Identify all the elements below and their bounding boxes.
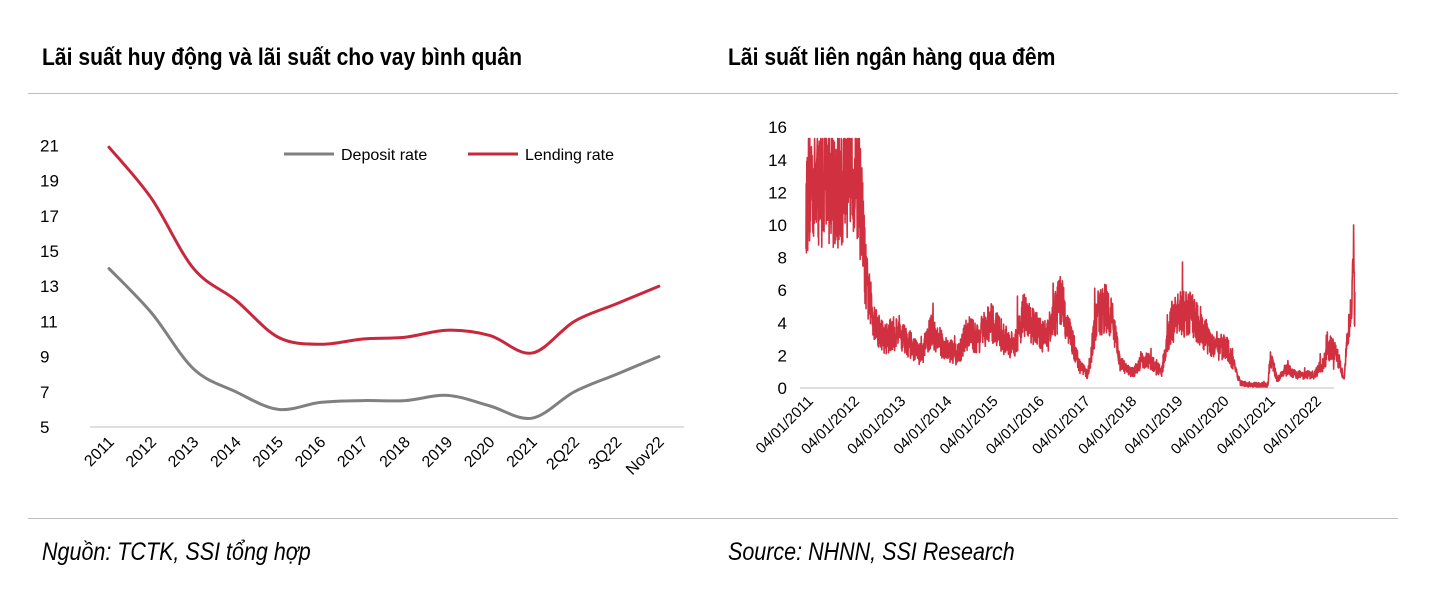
right-y-tick-label: 4 xyxy=(778,314,787,333)
right-chart-title: Lãi suất liên ngân hàng qua đêm xyxy=(728,44,1056,71)
legend-lending-rate: Lending rate xyxy=(468,147,614,164)
left-y-tick-label: 9 xyxy=(40,348,49,367)
top-divider xyxy=(28,93,1398,94)
right-y-tick-label: 10 xyxy=(768,216,787,235)
right-y-tick-label: 6 xyxy=(778,281,787,300)
left-y-tick-label: 5 xyxy=(40,418,49,437)
right-y-tick-label: 12 xyxy=(768,183,787,202)
right-y-tick-label: 0 xyxy=(778,379,787,398)
left-y-tick-label: 19 xyxy=(40,172,59,191)
right-source-note: Source: NHNN, SSI Research xyxy=(728,538,1015,566)
right-y-tick-label: 2 xyxy=(778,346,787,365)
right-y-tick-label: 16 xyxy=(768,118,787,137)
right-y-tick-label: 8 xyxy=(778,249,787,268)
bottom-divider xyxy=(28,518,1398,519)
left-y-tick-label: 7 xyxy=(40,383,49,402)
lending-rate-line xyxy=(107,145,661,355)
legend-deposit-rate: Deposit rate xyxy=(284,147,427,164)
left-y-tick-label: 15 xyxy=(40,242,59,261)
left-chart-title: Lãi suất huy động và lãi suất cho vay bì… xyxy=(42,44,522,71)
legend-label: Lending rate xyxy=(525,147,614,164)
left-y-tick-label: 21 xyxy=(40,136,59,155)
left-y-tick-label: 11 xyxy=(40,312,58,331)
right-y-tick-label: 14 xyxy=(768,151,787,170)
interbank-overnight-rate-chart: 024681012141604/01/201104/01/201204/01/2… xyxy=(753,118,1356,458)
left-source-note: Nguồn: TCTK, SSI tổng hợp xyxy=(42,538,311,566)
left-y-tick-label: 13 xyxy=(40,277,59,296)
deposit-rate-line xyxy=(107,267,661,420)
left-y-tick-label: 17 xyxy=(40,207,59,226)
legend-label: Deposit rate xyxy=(341,147,427,164)
overnight-interbank-rate-line xyxy=(805,137,1356,388)
